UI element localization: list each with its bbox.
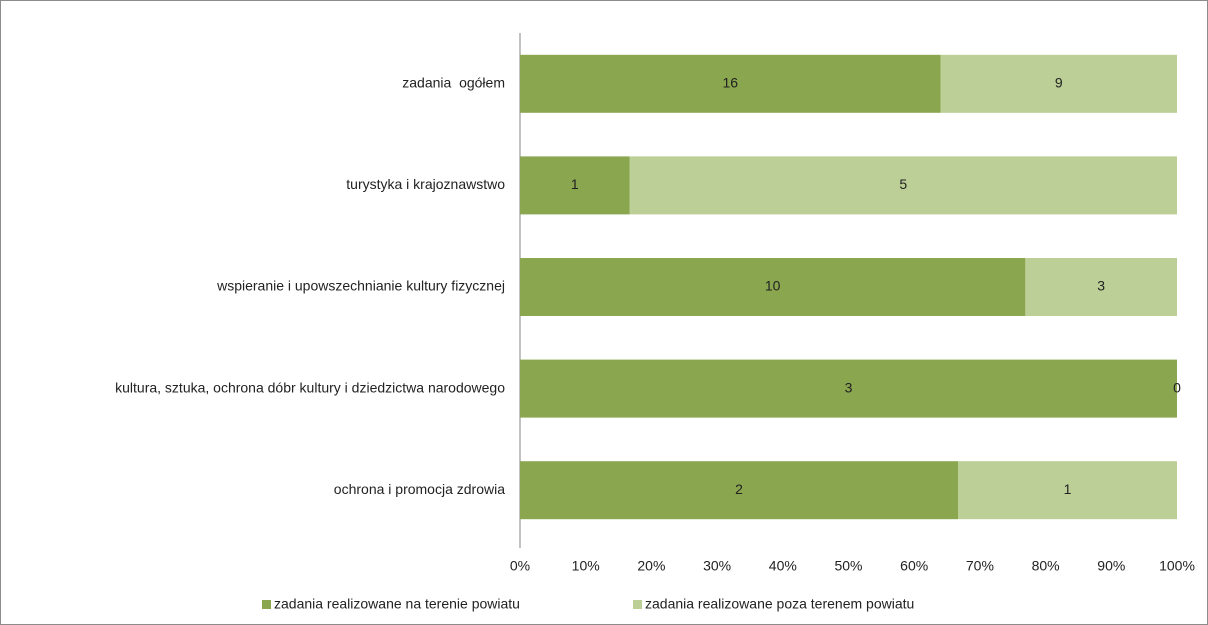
data-label: 16 [722, 75, 738, 91]
y-tick-label: zadania ogółem [402, 75, 505, 91]
y-tick-label: wspieranie i upowszechnianie kultury fiz… [216, 278, 505, 294]
x-tick-label: 0% [510, 558, 530, 574]
legend-swatch [633, 600, 642, 609]
data-label: 3 [1097, 278, 1105, 294]
x-tick-label: 10% [572, 558, 600, 574]
x-tick-label: 80% [1032, 558, 1060, 574]
x-tick-label: 70% [966, 558, 994, 574]
y-tick-label: turystyka i krajoznawstwo [346, 176, 505, 192]
x-tick-label: 60% [900, 558, 928, 574]
bar-segment [1025, 258, 1177, 316]
bar-segment [940, 54, 1177, 113]
x-tick-label: 20% [637, 558, 665, 574]
data-label: 5 [899, 176, 907, 192]
x-tick-label: 50% [834, 558, 862, 574]
bar-segment [958, 461, 1177, 520]
data-label: 3 [845, 379, 853, 395]
legend-swatch [262, 600, 271, 609]
data-label: 1 [571, 176, 579, 192]
data-label: 0 [1173, 379, 1181, 395]
bar-segment [520, 359, 1177, 418]
x-tick-label: 100% [1159, 558, 1195, 574]
legend-label: zadania realizowane na terenie powiatu [274, 596, 520, 612]
x-tick-label: 90% [1097, 558, 1125, 574]
y-tick-label: ochrona i promocja zdrowia [334, 481, 505, 497]
legend-label: zadania realizowane poza terenem powiatu [645, 596, 914, 612]
data-label: 1 [1064, 481, 1072, 497]
data-label: 9 [1055, 75, 1063, 91]
bar-segment [520, 258, 1026, 316]
bar-segment [520, 461, 958, 520]
data-label: 10 [765, 278, 781, 294]
bar-segment [520, 54, 941, 113]
bar-segment [520, 156, 630, 215]
data-label: 2 [735, 481, 743, 497]
x-tick-label: 30% [703, 558, 731, 574]
y-tick-label: kultura, sztuka, ochrona dóbr kultury i … [115, 379, 505, 395]
bar-segment [629, 156, 1177, 215]
x-tick-label: 40% [769, 558, 797, 574]
